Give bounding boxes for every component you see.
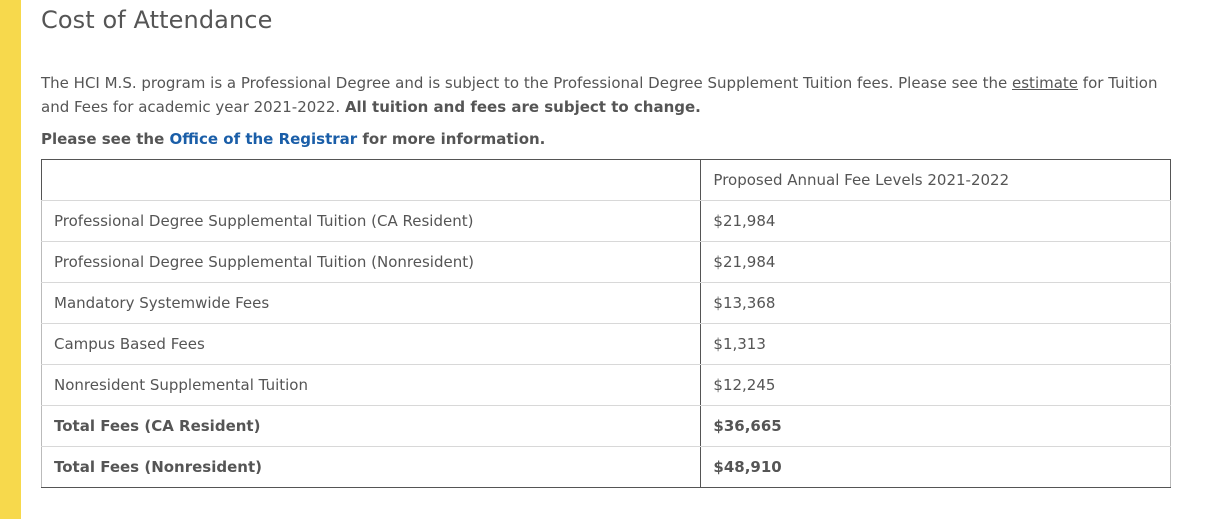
accent-bar — [0, 0, 21, 519]
fee-item-cell: Nonresident Supplemental Tuition — [40, 364, 702, 406]
page-title: Cost of Attendance — [41, 6, 273, 34]
total-row-nonresident: Total Fees (Nonresident) $48,910 — [40, 446, 1171, 488]
more-info-paragraph: Please see the Office of the Registrar f… — [41, 127, 1171, 151]
registrar-link[interactable]: Office of the Registrar — [169, 130, 358, 148]
total-amount-cell: $36,665 — [700, 405, 1171, 447]
table-row: Professional Degree Supplemental Tuition… — [40, 200, 1171, 242]
total-item-cell: Total Fees (CA Resident) — [40, 405, 702, 447]
more-info-suffix: for more information. — [357, 130, 546, 148]
total-amount-cell: $48,910 — [700, 446, 1171, 488]
header-amount-cell: Proposed Annual Fee Levels 2021-2022 — [700, 159, 1171, 201]
change-notice: All tuition and fees are subject to chan… — [344, 98, 701, 116]
fee-amount-cell: $12,245 — [700, 364, 1171, 406]
total-item-cell: Total Fees (Nonresident) — [40, 446, 702, 488]
fee-item-cell: Mandatory Systemwide Fees — [40, 282, 702, 324]
header-item-cell — [40, 159, 702, 201]
more-info-prefix: Please see the — [41, 130, 170, 148]
main-content: Cost of Attendance The HCI M.S. program … — [40, 0, 1171, 488]
fee-amount-cell: $13,368 — [700, 282, 1171, 324]
intro-paragraph: The HCI M.S. program is a Professional D… — [41, 71, 1166, 119]
fee-amount-cell: $21,984 — [700, 200, 1171, 242]
intro-text-before-link: The HCI M.S. program is a Professional D… — [41, 74, 1013, 92]
fee-amount-cell: $1,313 — [700, 323, 1171, 365]
table-row: Campus Based Fees $1,313 — [40, 323, 1171, 365]
table-row: Mandatory Systemwide Fees $13,368 — [40, 282, 1171, 324]
fees-table: Proposed Annual Fee Levels 2021-2022 Pro… — [40, 159, 1171, 488]
table-row: Nonresident Supplemental Tuition $12,245 — [40, 364, 1171, 406]
fee-item-cell: Campus Based Fees — [40, 323, 702, 365]
estimate-link[interactable]: estimate — [1012, 74, 1079, 92]
total-row-ca-resident: Total Fees (CA Resident) $36,665 — [40, 405, 1171, 447]
fee-amount-cell: $21,984 — [700, 241, 1171, 283]
intro-text-after-link: for Tuition and Fees for academic year 2… — [41, 74, 1158, 116]
table-row: Professional Degree Supplemental Tuition… — [40, 241, 1171, 283]
fee-item-cell: Professional Degree Supplemental Tuition… — [40, 241, 702, 283]
table-header-row: Proposed Annual Fee Levels 2021-2022 — [40, 159, 1171, 201]
fee-item-cell: Professional Degree Supplemental Tuition… — [40, 200, 702, 242]
